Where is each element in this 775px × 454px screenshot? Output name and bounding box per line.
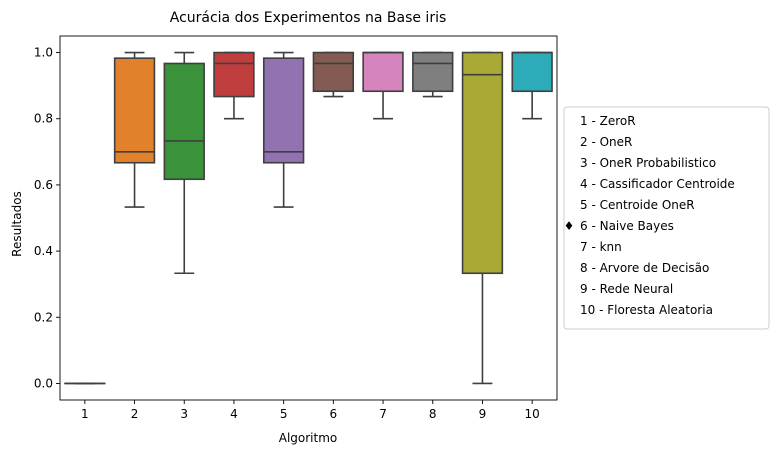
legend-entry: 2 - OneR <box>580 135 632 149</box>
legend-frame <box>563 106 770 330</box>
box-4 <box>213 51 255 120</box>
x-tick-label: 10 <box>525 407 540 421</box>
box-7 <box>362 51 404 120</box>
box-body <box>213 51 255 98</box>
box-body <box>113 57 156 164</box>
box-body <box>312 51 355 93</box>
y-axis: 0.0 0.2 0.4 0.6 0.8 1.0 <box>34 46 60 390</box>
legend-entry: 6 - Naive Bayes <box>580 219 674 233</box>
plot-area <box>59 35 558 401</box>
legend: 1 - ZeroR 2 - OneR 3 - OneR Probabilistico… <box>563 106 770 330</box>
legend-entry: 7 - knn <box>580 240 622 254</box>
x-tick-label: 5 <box>280 407 288 421</box>
y-tick-label: 0.2 <box>34 310 53 324</box>
box-3 <box>163 51 205 275</box>
x-axis: 1 2 3 4 5 6 7 8 9 10 <box>81 400 540 421</box>
legend-entry: 3 - OneR Probabilistico <box>580 156 716 170</box>
x-tick-label: 2 <box>131 407 139 421</box>
box-body <box>412 51 454 93</box>
x-tick-label: 6 <box>330 407 338 421</box>
legend-entry: 4 - Cassificador Centroide <box>580 177 735 191</box>
x-axis-label: Algoritmo <box>279 431 338 445</box>
box-body <box>163 62 205 181</box>
y-tick-label: 1.0 <box>34 46 53 60</box>
legend-entry: 9 - Rede Neural <box>580 282 673 296</box>
legend-entry: 1 - ZeroR <box>580 114 636 128</box>
x-tick-label: 7 <box>379 407 387 421</box>
x-tick-label: 3 <box>180 407 188 421</box>
y-tick-label: 0.4 <box>34 244 53 258</box>
box-body <box>362 51 404 93</box>
y-tick-label: 0.6 <box>34 178 53 192</box>
x-tick-label: 1 <box>81 407 89 421</box>
box-2 <box>113 51 156 208</box>
legend-entry: 10 - Floresta Aleatoria <box>580 303 713 317</box>
x-tick-label: 8 <box>429 407 437 421</box>
x-tick-label: 9 <box>479 407 487 421</box>
y-tick-label: 0.0 <box>34 376 53 390</box>
legend-flier-marker: ♦ <box>564 219 575 233</box>
box-9 <box>461 51 504 385</box>
box-8 <box>412 51 454 98</box>
x-tick-label: 4 <box>230 407 238 421</box>
plot-frame <box>59 35 558 401</box>
legend-entry: 8 - Arvore de Decisão <box>580 261 709 275</box>
y-tick-label: 0.8 <box>34 112 53 126</box>
chart-title: Acurácia dos Experimentos na Base iris <box>170 10 447 26</box>
box-body <box>511 51 553 93</box>
box-10 <box>511 51 553 120</box>
box-body <box>461 51 504 275</box>
y-axis-label: Resultados <box>10 191 24 257</box>
box-5 <box>262 51 305 208</box>
legend-entry: 5 - Centroide OneR <box>580 198 695 212</box>
box-6 <box>312 51 355 98</box>
box-body <box>262 57 305 164</box>
